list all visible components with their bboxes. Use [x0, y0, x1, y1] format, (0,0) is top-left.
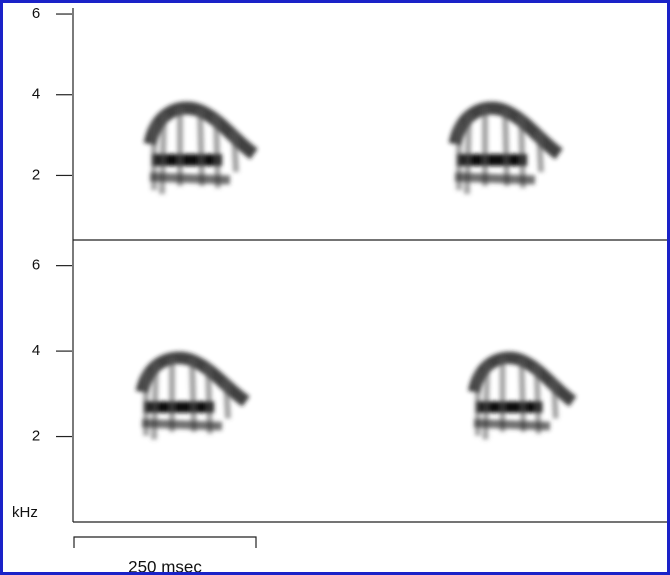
y-axis-label: kHz	[12, 504, 38, 521]
y-tick-label: 6	[32, 257, 40, 274]
y-tick-label: 2	[32, 166, 40, 183]
y-tick-label: 6	[32, 5, 40, 22]
scale-bar-label: 250 msec	[128, 557, 202, 575]
y-tick-label: 4	[32, 86, 40, 103]
scale-bar	[73, 536, 257, 548]
y-tick-label: 2	[32, 428, 40, 445]
y-tick-label: 4	[32, 342, 40, 359]
